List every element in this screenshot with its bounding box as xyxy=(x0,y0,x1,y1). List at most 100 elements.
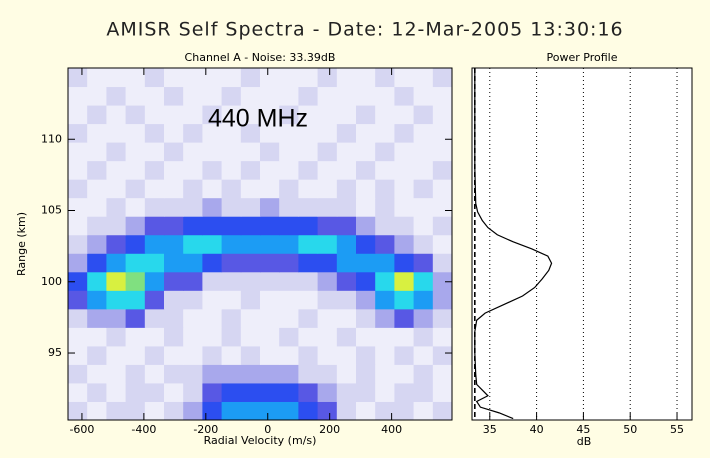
heatmap-cell xyxy=(260,401,280,421)
heatmap-cell xyxy=(125,290,146,310)
heatmap-cell xyxy=(394,401,415,421)
heatmap-cell xyxy=(260,105,280,125)
x-tick-label: 50 xyxy=(623,423,637,436)
heatmap-cell xyxy=(125,308,146,328)
heatmap-cell xyxy=(336,308,357,328)
heatmap-cell xyxy=(394,123,415,143)
heatmap-cell xyxy=(298,308,319,328)
heatmap-cell xyxy=(298,197,319,217)
x-tick-label: 55 xyxy=(670,423,684,436)
profile-frame xyxy=(471,67,693,421)
heatmap-cell xyxy=(68,234,88,254)
heatmap-cell xyxy=(221,123,242,143)
heatmap-cell xyxy=(317,327,338,347)
heatmap-cell xyxy=(164,234,184,254)
heatmap-cell xyxy=(164,253,184,273)
heatmap-cell xyxy=(260,253,280,273)
heatmap-cell xyxy=(87,401,107,421)
heatmap-cell xyxy=(68,290,88,310)
heatmap-cell xyxy=(413,364,434,384)
heatmap-cell xyxy=(144,364,165,384)
heatmap-cell xyxy=(260,216,280,236)
heatmap-cell xyxy=(375,401,395,421)
y-tick-label: 105 xyxy=(41,204,62,217)
heatmap-cell xyxy=(183,216,203,236)
heatmap-cell xyxy=(68,216,88,236)
heatmap-cell xyxy=(240,271,261,291)
heatmap-cell xyxy=(125,327,146,347)
heatmap-cell xyxy=(336,68,357,88)
heatmap-cell xyxy=(144,160,165,180)
heatmap-cell xyxy=(144,382,165,402)
heatmap-cell xyxy=(68,123,88,143)
heatmap-cell xyxy=(125,197,146,217)
heatmap-cell xyxy=(87,123,107,143)
heatmap-cell xyxy=(317,197,338,217)
heatmap-cell xyxy=(279,345,299,365)
heatmap-cell xyxy=(202,86,223,106)
x-tick-label: -400 xyxy=(131,423,156,436)
heatmap-cell xyxy=(221,142,242,162)
heatmap-cell xyxy=(279,290,299,310)
heatmap-cell xyxy=(87,253,107,273)
heatmap-cell xyxy=(413,216,434,236)
heatmap-cell xyxy=(87,68,107,88)
y-tick-label: 110 xyxy=(41,132,62,145)
heatmap-cell xyxy=(432,142,453,162)
heatmap-cell xyxy=(432,290,453,310)
heatmap-cell xyxy=(144,234,165,254)
heatmap-cell xyxy=(164,123,184,143)
heatmap-cell xyxy=(68,197,88,217)
heatmap-cell xyxy=(183,197,203,217)
heatmap-cell xyxy=(356,345,376,365)
heatmap-cell xyxy=(279,382,299,402)
heatmap-cell xyxy=(125,345,146,365)
heatmap-cell xyxy=(298,382,319,402)
heatmap-cells xyxy=(68,68,453,421)
heatmap-title: Channel A - Noise: 33.39dB xyxy=(185,51,336,64)
heatmap-cell xyxy=(144,197,165,217)
heatmap-cell xyxy=(279,86,299,106)
heatmap-cell xyxy=(279,160,299,180)
heatmap-cell xyxy=(413,327,434,347)
heatmap-cell xyxy=(183,234,203,254)
heatmap-cell xyxy=(221,382,242,402)
heatmap-cell xyxy=(68,401,88,421)
heatmap-cell xyxy=(413,160,434,180)
heatmap-cell xyxy=(240,197,261,217)
heatmap-cell xyxy=(183,123,203,143)
heatmap-cell xyxy=(240,290,261,310)
heatmap-cell xyxy=(144,345,165,365)
heatmap-cell xyxy=(432,382,453,402)
heatmap-cell xyxy=(125,216,146,236)
heatmap-cell xyxy=(125,160,146,180)
heatmap-cell xyxy=(68,382,88,402)
heatmap-cell xyxy=(106,142,127,162)
heatmap-cell xyxy=(356,271,376,291)
heatmap-cell xyxy=(298,290,319,310)
heatmap-cell xyxy=(298,123,319,143)
heatmap-cell xyxy=(298,253,319,273)
heatmap-cell xyxy=(202,105,223,125)
heatmap-cell xyxy=(202,68,223,88)
heatmap-cell xyxy=(317,253,338,273)
heatmap-cell xyxy=(260,160,280,180)
heatmap-cell xyxy=(375,105,395,125)
heatmap-cell xyxy=(279,234,299,254)
heatmap-cell xyxy=(240,345,261,365)
heatmap-cell xyxy=(144,68,165,88)
heatmap-cell xyxy=(413,308,434,328)
heatmap-cell xyxy=(202,308,223,328)
heatmap-cell xyxy=(394,68,415,88)
heatmap-cell xyxy=(202,345,223,365)
heatmap-cell xyxy=(394,197,415,217)
heatmap-cell xyxy=(375,216,395,236)
heatmap-cell xyxy=(317,68,338,88)
heatmap-cell xyxy=(260,327,280,347)
heatmap-cell xyxy=(356,253,376,273)
x-tick-label: 0 xyxy=(264,423,271,436)
heatmap-cell xyxy=(356,105,376,125)
x-tick-label: -200 xyxy=(193,423,218,436)
heatmap-cell xyxy=(375,364,395,384)
